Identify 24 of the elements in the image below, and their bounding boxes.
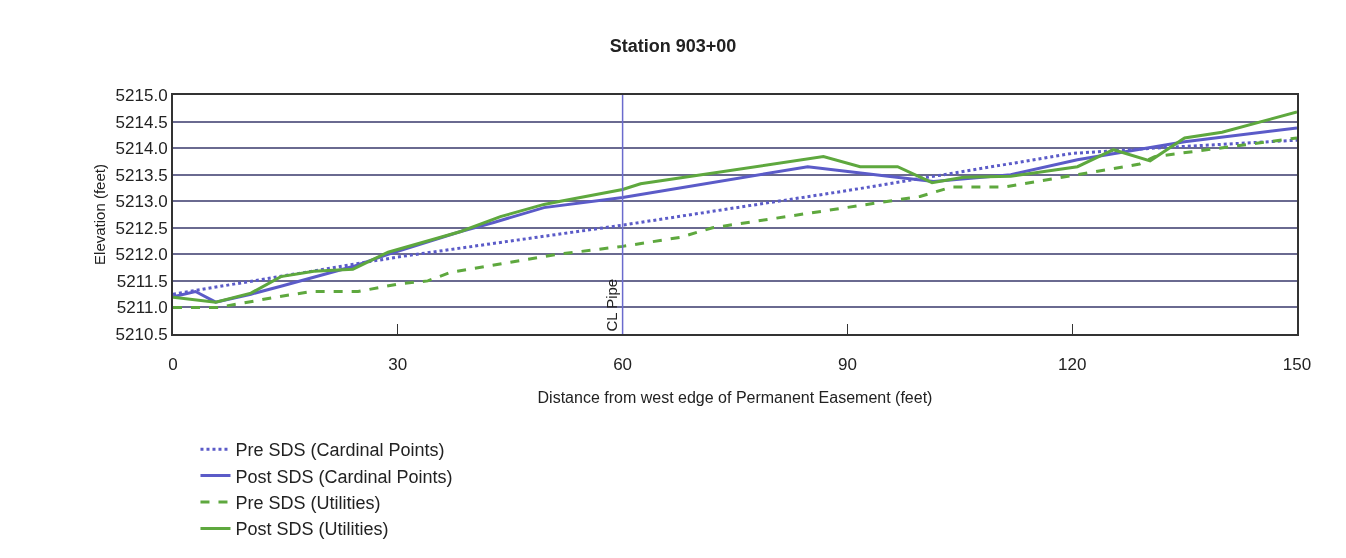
- chart-title: Station 903+00: [609, 35, 737, 56]
- y-tick-label: 5210.5: [115, 324, 168, 344]
- y-tick-label: 5214.5: [115, 112, 168, 132]
- x-tick-label: 30: [388, 355, 408, 375]
- y-tick-label: 5211.0: [116, 298, 168, 318]
- y-tick-label: 5212.0: [115, 245, 168, 265]
- legend-label: Post SDS (Utilities): [235, 519, 389, 540]
- y-tick-label: 5213.0: [115, 192, 168, 212]
- y-tick-label: 5215.0: [115, 85, 168, 105]
- y-tick-label: 5214.0: [115, 139, 168, 159]
- x-tick-label: 60: [613, 355, 633, 375]
- legend-label: Pre SDS (Utilities): [235, 493, 381, 514]
- y-tick-label: 5213.5: [115, 165, 168, 185]
- y-tick-label: 5212.5: [115, 218, 168, 238]
- legend-label: Pre SDS (Cardinal Points): [235, 440, 445, 461]
- y-tick-label: 5211.5: [116, 271, 168, 291]
- x-tick-label: 90: [837, 355, 857, 375]
- x-axis-title: Distance from west edge of Permanent Easement (feet): [537, 388, 933, 406]
- x-tick-label: 0: [168, 355, 178, 375]
- x-tick-label: 150: [1282, 355, 1312, 375]
- y-axis-title: Elevation (feet): [91, 164, 109, 265]
- ref-line-label: CL Pipe: [602, 278, 620, 332]
- x-tick-label: 120: [1058, 355, 1087, 375]
- legend-label: Post SDS (Cardinal Points): [235, 466, 453, 487]
